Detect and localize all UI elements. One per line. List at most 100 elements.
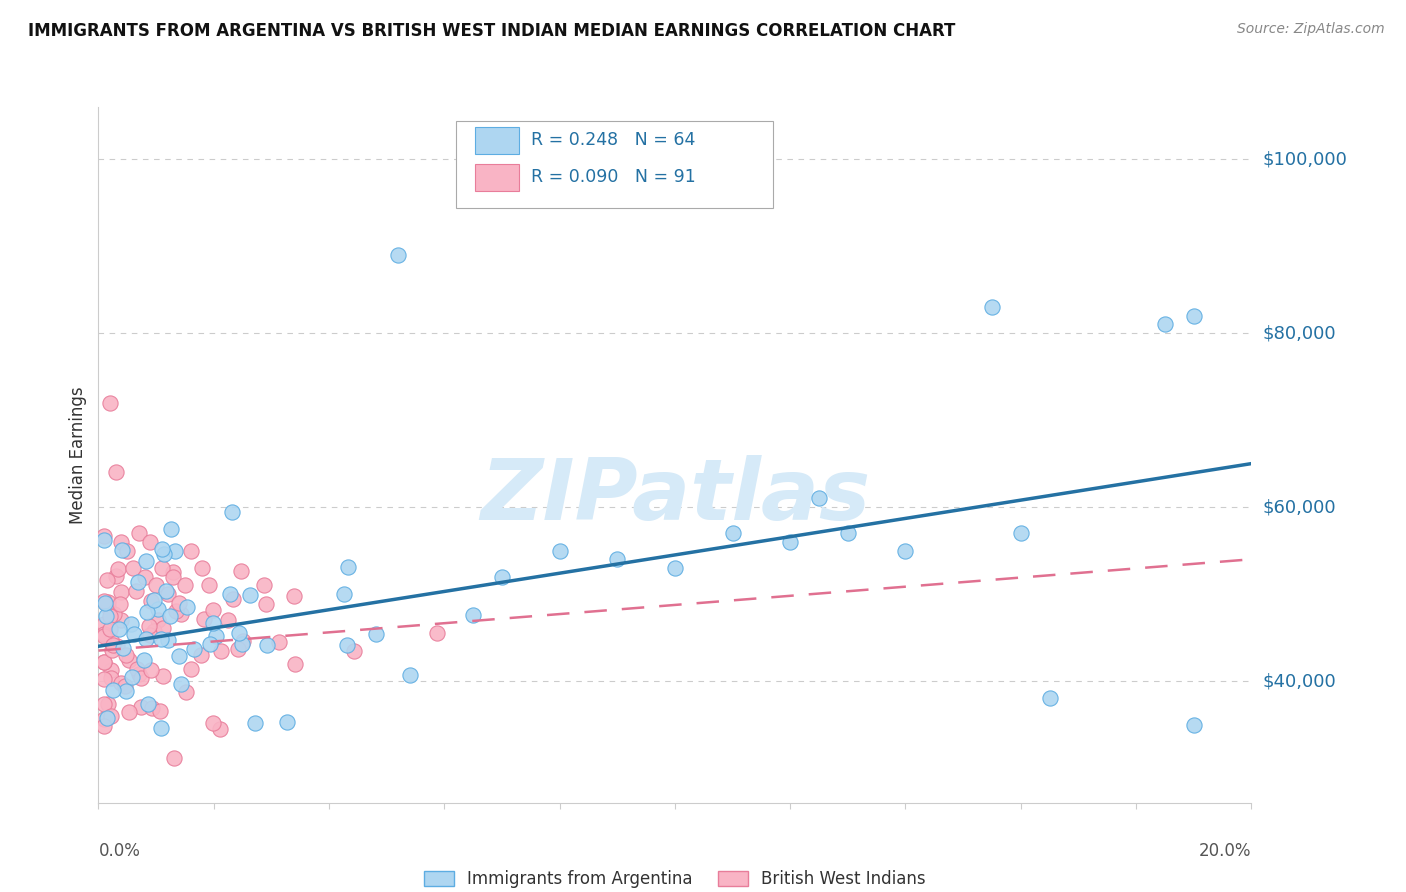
Point: [93, 655, 115, 669]
Point: [139, 628, 162, 642]
Point: [146, 613, 169, 627]
Point: [170, 607, 193, 621]
Point: [217, 613, 239, 627]
Point: [170, 676, 193, 690]
Point: [254, 597, 277, 611]
Point: [103, 683, 125, 698]
Point: [148, 602, 170, 616]
Point: [93, 672, 115, 686]
Point: [222, 592, 245, 607]
Point: [101, 643, 124, 657]
Point: [93, 697, 115, 711]
Point: [276, 714, 298, 729]
Point: [100, 671, 122, 685]
Point: [132, 653, 155, 667]
Point: [156, 587, 179, 601]
Point: [807, 491, 830, 506]
Legend: Immigrants from Argentina, British West Indians: Immigrants from Argentina, British West …: [418, 863, 932, 892]
Y-axis label: Median Earnings: Median Earnings: [69, 386, 87, 524]
Point: [103, 607, 125, 621]
Point: [141, 701, 163, 715]
Point: [165, 604, 187, 618]
Point: [197, 577, 219, 591]
Point: [153, 547, 176, 561]
Point: [112, 641, 135, 656]
Point: [134, 570, 156, 584]
Point: [104, 466, 127, 480]
Point: [98, 396, 121, 410]
Point: [96, 609, 118, 624]
Point: [163, 751, 186, 765]
Point: [93, 655, 115, 669]
Point: [191, 561, 214, 575]
Point: [97, 697, 120, 711]
Point: [150, 561, 173, 575]
Point: [155, 583, 177, 598]
Point: [105, 639, 128, 653]
Point: [256, 638, 278, 652]
Point: [128, 667, 150, 681]
Point: [129, 671, 152, 685]
Point: [162, 570, 184, 584]
Point: [894, 543, 917, 558]
Bar: [475, 128, 519, 153]
Point: [333, 586, 356, 600]
Point: [201, 603, 224, 617]
Text: $100,000: $100,000: [1263, 150, 1347, 169]
Text: 0.0%: 0.0%: [98, 842, 141, 860]
Point: [159, 522, 181, 536]
Point: [110, 584, 132, 599]
Point: [1153, 318, 1175, 332]
Point: [721, 526, 744, 541]
Point: [269, 635, 291, 649]
Text: ZIPatlas: ZIPatlas: [479, 455, 870, 538]
Point: [121, 670, 143, 684]
Point: [664, 561, 686, 575]
Point: [198, 638, 221, 652]
Point: [336, 559, 359, 574]
Point: [606, 552, 628, 566]
Text: R = 0.248   N = 64: R = 0.248 N = 64: [530, 131, 695, 150]
Point: [231, 637, 253, 651]
Point: [114, 684, 136, 698]
Point: [209, 644, 232, 658]
Point: [110, 613, 132, 627]
Text: $80,000: $80,000: [1263, 324, 1336, 343]
Point: [141, 663, 163, 677]
Point: [139, 594, 162, 608]
Point: [202, 616, 225, 631]
Point: [461, 607, 484, 622]
Point: [167, 596, 190, 610]
Point: [145, 578, 167, 592]
Point: [136, 697, 159, 711]
Point: [157, 632, 180, 647]
Point: [398, 668, 420, 682]
Point: [97, 600, 120, 615]
Point: [96, 711, 118, 725]
Point: [219, 587, 242, 601]
Point: [117, 543, 138, 558]
Point: [245, 715, 267, 730]
Point: [100, 663, 122, 677]
Point: [142, 593, 165, 607]
Point: [103, 638, 125, 652]
Point: [111, 543, 134, 558]
Point: [135, 632, 157, 646]
Point: [226, 642, 249, 657]
Text: R = 0.090   N = 91: R = 0.090 N = 91: [530, 169, 696, 186]
Point: [115, 648, 138, 662]
Point: [239, 588, 262, 602]
Point: [180, 662, 202, 676]
Point: [127, 575, 149, 590]
Point: [837, 526, 859, 541]
Point: [100, 632, 122, 647]
Point: [159, 608, 181, 623]
Point: [162, 566, 184, 580]
Point: [94, 596, 117, 610]
Point: [100, 622, 122, 636]
Point: [139, 535, 162, 549]
Point: [93, 712, 115, 726]
Point: [387, 248, 409, 262]
Point: [152, 669, 174, 683]
Point: [426, 626, 449, 640]
